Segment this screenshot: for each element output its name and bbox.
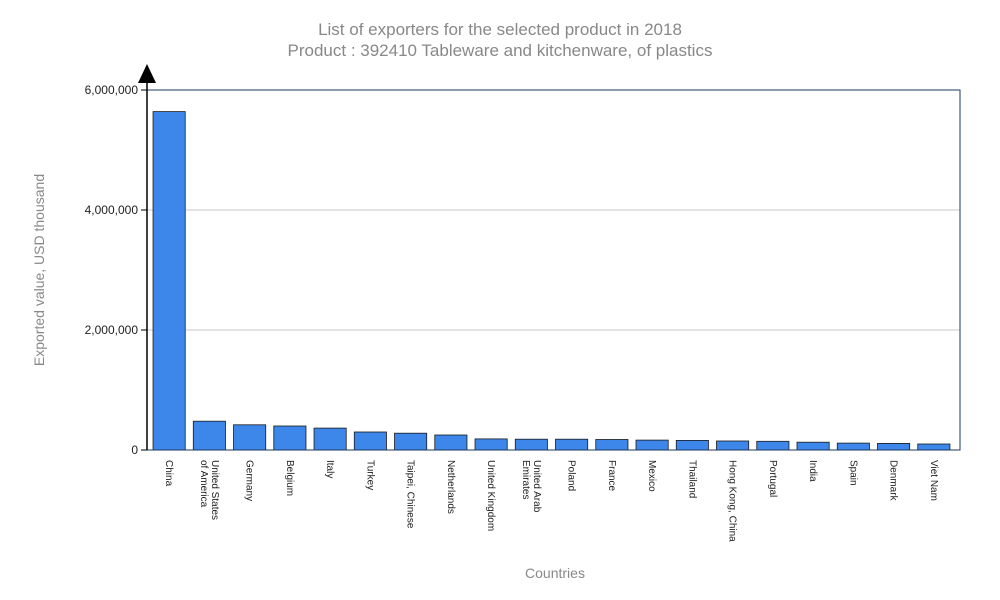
bar <box>152 111 186 451</box>
bar <box>434 434 468 451</box>
gridlines <box>147 209 960 331</box>
y-axis-arrow-icon <box>138 64 156 83</box>
x-category-label-group: United Arab <box>531 460 542 513</box>
x-category-label-group: China <box>163 460 174 487</box>
bar <box>836 442 870 451</box>
bar <box>514 438 548 451</box>
x-category-label-group: Netherlands <box>445 460 456 514</box>
bar <box>394 432 428 451</box>
y-tick-label: 4,000,000 <box>85 203 139 217</box>
x-category-label: India <box>807 460 818 482</box>
bar <box>273 425 307 451</box>
x-category-label-group: Mexico <box>646 460 657 492</box>
y-tick-label: 6,000,000 <box>85 83 139 97</box>
x-category-label-group: United States <box>209 460 220 520</box>
x-category-label: Emirates <box>520 460 531 499</box>
x-category-label: France <box>606 460 617 492</box>
y-tick-label: 0 <box>131 443 138 457</box>
x-category-label: Germany <box>244 460 255 501</box>
x-category-label-group: France <box>606 460 617 492</box>
bar <box>877 442 911 451</box>
y-tick-label: 2,000,000 <box>85 323 139 337</box>
bar <box>192 420 226 451</box>
bar <box>233 424 267 451</box>
x-category-label-group: Belgium <box>284 460 295 496</box>
x-category-label-group: Poland <box>566 460 577 491</box>
x-category-label: Hong Kong, China <box>727 460 738 542</box>
x-category-label-group: Denmark <box>888 460 899 502</box>
x-category-label: Thailand <box>686 460 697 498</box>
bar <box>635 439 669 451</box>
x-category-label: Portugal <box>767 460 778 497</box>
bar <box>313 427 347 451</box>
x-category-label: Spain <box>847 460 858 486</box>
bar <box>675 439 709 451</box>
x-category-label-group: Hong Kong, China <box>727 460 738 542</box>
x-category-label-group: Portugal <box>767 460 778 497</box>
bar <box>716 440 750 451</box>
y-axis-title: Exported value, USD thousand <box>31 174 47 366</box>
x-category-label-group: Turkey <box>364 460 375 490</box>
x-axis-title: Countries <box>525 565 585 581</box>
x-category-label-group: Viet Nam <box>928 460 939 501</box>
x-category-label: Mexico <box>646 460 657 492</box>
x-category-label-group: Spain <box>847 460 858 486</box>
x-category-label-group: Emirates <box>520 460 531 499</box>
x-category-label: Turkey <box>364 460 375 490</box>
x-category-label: Poland <box>566 460 577 491</box>
x-category-label: Netherlands <box>445 460 456 514</box>
bar <box>796 441 830 451</box>
x-category-label: Italy <box>324 460 335 478</box>
x-category-label-group: Germany <box>244 460 255 501</box>
x-category-label-group: Thailand <box>686 460 697 498</box>
bar <box>917 443 951 451</box>
axes <box>138 64 961 451</box>
x-category-label: China <box>163 460 174 487</box>
bar <box>474 438 508 451</box>
chart-subtitle: Product : 392410 Tableware and kitchenwa… <box>288 41 713 60</box>
bars <box>152 111 951 451</box>
y-tick-labels: 0 2,000,000 4,000,000 6,000,000 <box>85 83 139 457</box>
chart-title: List of exporters for the selected produ… <box>318 20 682 39</box>
x-category-label-group: Italy <box>324 460 335 478</box>
bar <box>353 431 387 451</box>
x-category-label: United Kingdom <box>485 460 496 531</box>
x-category-label: Taipei, Chinese <box>405 460 416 529</box>
bar <box>756 440 790 451</box>
x-category-label: of America <box>198 460 209 508</box>
x-category-label-group: of America <box>198 460 209 508</box>
x-category-label: United Arab <box>531 460 542 513</box>
x-category-label-group: United Kingdom <box>485 460 496 531</box>
x-category-label-group: India <box>807 460 818 482</box>
x-category-label-group: Taipei, Chinese <box>405 460 416 529</box>
x-category-label: Viet Nam <box>928 460 939 501</box>
plot-frame <box>146 89 961 451</box>
x-category-label: Belgium <box>284 460 295 496</box>
bar <box>595 439 629 451</box>
x-category-label: United States <box>209 460 220 520</box>
x-category-label: Denmark <box>888 460 899 502</box>
bar <box>555 438 589 451</box>
